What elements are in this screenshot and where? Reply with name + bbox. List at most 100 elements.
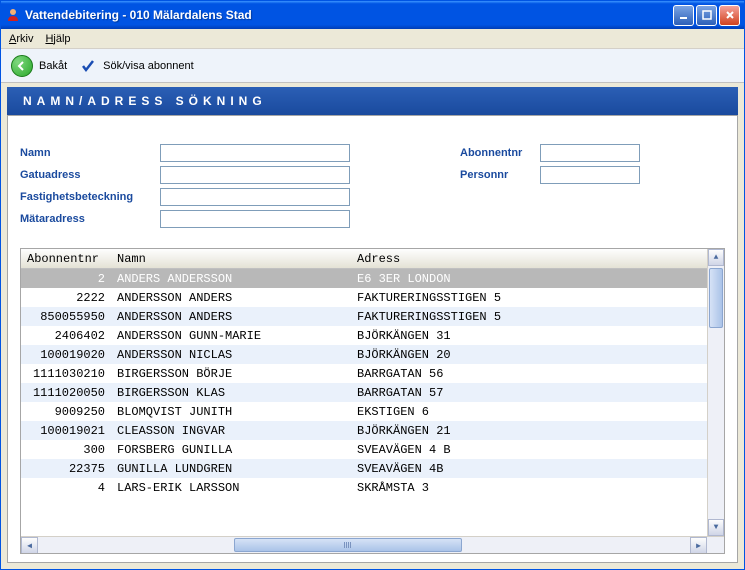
cell-abonnentnr: 1111030210: [21, 367, 111, 381]
maximize-button[interactable]: [696, 5, 717, 26]
cell-abonnentnr: 1111020050: [21, 386, 111, 400]
table-row[interactable]: 22375GUNILLA LUNDGRENSVEAVÄGEN 4B: [21, 459, 724, 478]
scroll-up-button[interactable]: ▲: [708, 249, 724, 266]
cell-abonnentnr: 850055950: [21, 310, 111, 324]
table-row[interactable]: 300FORSBERG GUNILLASVEAVÄGEN 4 B: [21, 440, 724, 459]
cell-namn: LARS-ERIK LARSSON: [111, 481, 351, 495]
cell-namn: BIRGERSSON KLAS: [111, 386, 351, 400]
cell-namn: ANDERSSON ANDERS: [111, 291, 351, 305]
cell-abonnentnr: 2406402: [21, 329, 111, 343]
cell-namn: ANDERSSON GUNN-MARIE: [111, 329, 351, 343]
back-label: Bakåt: [39, 60, 67, 72]
app-icon: [5, 7, 21, 23]
personnr-label: Personnr: [460, 169, 540, 181]
cell-abonnentnr: 300: [21, 443, 111, 457]
hscroll-track[interactable]: [38, 537, 690, 553]
window-title: Vattendebitering - 010 Mälardalens Stad: [25, 8, 673, 22]
abonnentnr-input[interactable]: [540, 144, 640, 162]
namn-label: Namn: [20, 147, 160, 159]
cell-adress: BJÖRKÄNGEN 31: [351, 329, 724, 343]
toolbar: Bakåt Sök/visa abonnent: [1, 49, 744, 83]
section-header: NAMN/ADRESS SÖKNING: [7, 87, 738, 115]
search-button[interactable]: Sök/visa abonnent: [79, 57, 194, 75]
back-arrow-icon: [11, 55, 33, 77]
cell-abonnentnr: 2: [21, 272, 111, 286]
cell-adress: FAKTURERINGSSTIGEN 5: [351, 310, 724, 324]
col-namn[interactable]: Namn: [111, 252, 351, 266]
table-row[interactable]: 100019020ANDERSSON NICLASBJÖRKÄNGEN 20: [21, 345, 724, 364]
vertical-scrollbar[interactable]: ▲ ▼: [707, 249, 724, 536]
scroll-down-button[interactable]: ▼: [708, 519, 724, 536]
namn-input[interactable]: [160, 144, 350, 162]
menubar: Arkiv Hjälp: [1, 29, 744, 49]
window: Vattendebitering - 010 Mälardalens Stad …: [0, 0, 745, 570]
back-button[interactable]: Bakåt: [11, 55, 67, 77]
cell-abonnentnr: 100019020: [21, 348, 111, 362]
table-row[interactable]: 2406402ANDERSSON GUNN-MARIEBJÖRKÄNGEN 31: [21, 326, 724, 345]
section-title: NAMN/ADRESS SÖKNING: [23, 94, 267, 108]
menu-arkiv[interactable]: Arkiv: [9, 33, 33, 45]
titlebar: Vattendebitering - 010 Mälardalens Stad: [1, 1, 744, 29]
cell-namn: GUNILLA LUNDGREN: [111, 462, 351, 476]
mataradress-input[interactable]: [160, 210, 350, 228]
cell-namn: BIRGERSSON BÖRJE: [111, 367, 351, 381]
cell-namn: FORSBERG GUNILLA: [111, 443, 351, 457]
horizontal-scrollbar[interactable]: ◀ ▶: [21, 536, 724, 553]
personnr-input[interactable]: [540, 166, 640, 184]
cell-namn: ANDERSSON ANDERS: [111, 310, 351, 324]
close-button[interactable]: [719, 5, 740, 26]
table-row[interactable]: 100019021CLEASSON INGVARBJÖRKÄNGEN 21: [21, 421, 724, 440]
form-right-column: Abonnentnr Personnr: [460, 144, 640, 228]
cell-abonnentnr: 9009250: [21, 405, 111, 419]
minimize-button[interactable]: [673, 5, 694, 26]
cell-namn: CLEASSON INGVAR: [111, 424, 351, 438]
table-row[interactable]: 2ANDERS ANDERSSONE6 3ER LONDON: [21, 269, 724, 288]
titlebar-buttons: [673, 5, 740, 26]
gatuadress-label: Gatuadress: [20, 169, 160, 181]
cell-namn: BLOMQVIST JUNITH: [111, 405, 351, 419]
table-row[interactable]: 4LARS-ERIK LARSSONSKRÅMSTA 3: [21, 478, 724, 497]
vscroll-thumb[interactable]: [709, 268, 723, 328]
cell-abonnentnr: 4: [21, 481, 111, 495]
scroll-left-button[interactable]: ◀: [21, 537, 38, 554]
cell-adress: BJÖRKÄNGEN 21: [351, 424, 724, 438]
scroll-right-button[interactable]: ▶: [690, 537, 707, 554]
cell-abonnentnr: 100019021: [21, 424, 111, 438]
search-label: Sök/visa abonnent: [103, 60, 194, 72]
content-area: Namn Gatuadress Fastighetsbeteckning Mät…: [7, 115, 738, 563]
results-table: Abonnentnr Namn Adress 2ANDERS ANDERSSON…: [20, 248, 725, 554]
table-row[interactable]: 9009250BLOMQVIST JUNITHEKSTIGEN 6: [21, 402, 724, 421]
cell-namn: ANDERS ANDERSSON: [111, 272, 351, 286]
cell-adress: SVEAVÄGEN 4 B: [351, 443, 724, 457]
cell-adress: SVEAVÄGEN 4B: [351, 462, 724, 476]
abonnentnr-label: Abonnentnr: [460, 147, 540, 159]
gatuadress-input[interactable]: [160, 166, 350, 184]
table-row[interactable]: 850055950ANDERSSON ANDERSFAKTURERINGSSTI…: [21, 307, 724, 326]
form-left-column: Namn Gatuadress Fastighetsbeteckning Mät…: [20, 144, 420, 228]
table-row[interactable]: 1111020050BIRGERSSON KLASBARRGATAN 57: [21, 383, 724, 402]
cell-adress: BARRGATAN 56: [351, 367, 724, 381]
cell-adress: BJÖRKÄNGEN 20: [351, 348, 724, 362]
col-adress[interactable]: Adress: [351, 252, 724, 266]
fastighet-label: Fastighetsbeteckning: [20, 191, 160, 203]
cell-adress: SKRÅMSTA 3: [351, 481, 724, 495]
check-icon: [79, 57, 97, 75]
search-form: Namn Gatuadress Fastighetsbeteckning Mät…: [20, 144, 725, 228]
fastighet-input[interactable]: [160, 188, 350, 206]
vscroll-track[interactable]: [708, 266, 724, 519]
menu-arkiv-rest: rkiv: [16, 33, 33, 45]
table-row[interactable]: 2222ANDERSSON ANDERSFAKTURERINGSSTIGEN 5: [21, 288, 724, 307]
cell-adress: FAKTURERINGSSTIGEN 5: [351, 291, 724, 305]
mataradress-label: Mätaradress: [20, 213, 160, 225]
cell-namn: ANDERSSON NICLAS: [111, 348, 351, 362]
cell-adress: EKSTIGEN 6: [351, 405, 724, 419]
table-body: 2ANDERS ANDERSSONE6 3ER LONDON2222ANDERS…: [21, 269, 724, 536]
cell-adress: E6 3ER LONDON: [351, 272, 724, 286]
menu-hjalp[interactable]: Hjälp: [45, 33, 70, 45]
cell-abonnentnr: 2222: [21, 291, 111, 305]
table-row[interactable]: 1111030210BIRGERSSON BÖRJEBARRGATAN 56: [21, 364, 724, 383]
col-abonnentnr[interactable]: Abonnentnr: [21, 252, 111, 266]
scroll-corner: [707, 537, 724, 554]
hscroll-thumb[interactable]: [234, 538, 462, 552]
menu-hjalp-rest: jälp: [53, 33, 70, 45]
